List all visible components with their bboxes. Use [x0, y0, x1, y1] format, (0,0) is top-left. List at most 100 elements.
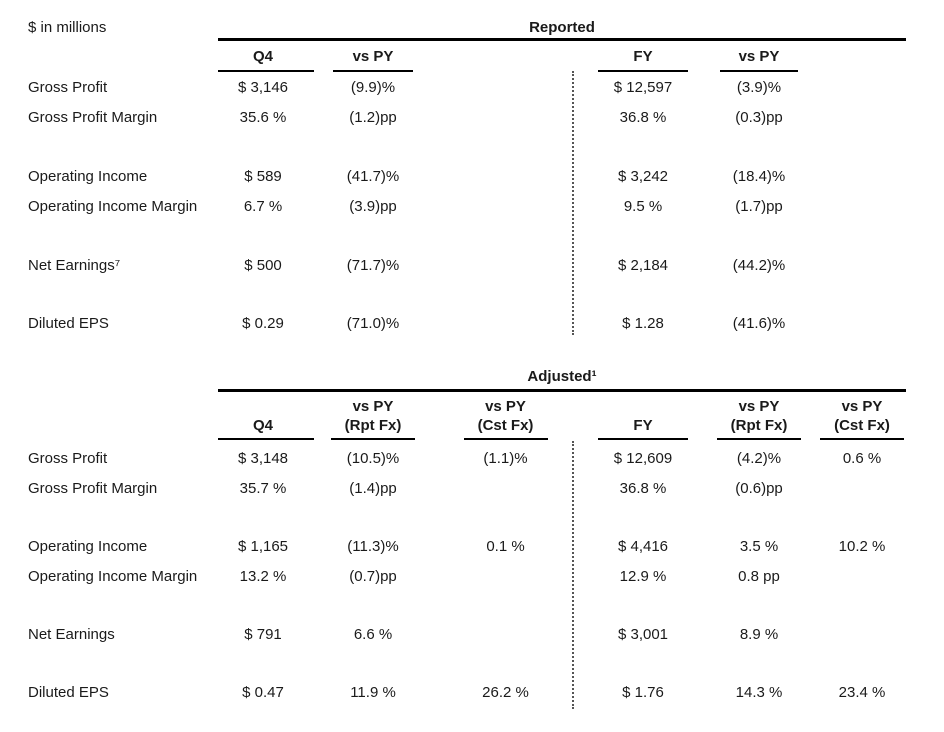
spacer-cell [573, 192, 586, 222]
header-underline [820, 438, 904, 440]
value-fy-vs-py-cst-fx [818, 620, 906, 650]
value-q4-vs-py: (1.2)pp [349, 109, 397, 126]
row-gap [0, 133, 944, 162]
header-underline [218, 70, 314, 72]
spacer-cell [573, 397, 586, 440]
table-row: Gross Profit Margin 35.7 % (1.4)pp 36.8 … [0, 474, 944, 504]
adjusted-table-body: Gross Profit $ 3,148 (10.5)% (1.1)% $ 12… [0, 444, 944, 708]
value-q4: $ 1,165 [237, 538, 289, 555]
adjusted-column-headers: Q4 vs PY (Rpt Fx) vs PY (Cst Fx) FY vs P… [0, 397, 944, 440]
spacer-cell [438, 251, 573, 281]
value-q4: $ 500 [244, 257, 282, 274]
adjusted-col-fy-vs-py-rpt-fx: vs PY (Rpt Fx) [700, 397, 818, 440]
table-row: Diluted EPS $ 0.29 (71.0)% $ 1.28 (41.6)… [0, 309, 944, 339]
spacer-cell [573, 162, 586, 192]
value-q4: $ 589 [244, 168, 282, 185]
value-fy: 9.5 % [623, 198, 663, 215]
value-fy-vs-py-rpt-fx: 3.5 % [739, 538, 779, 555]
value-q4: $ 3,146 [237, 79, 289, 96]
value-fy-vs-py-cst-fx: 0.6 % [842, 450, 882, 467]
spacer-cell [818, 73, 906, 103]
value-fy: $ 1.76 [622, 684, 664, 701]
header-underline [333, 70, 413, 72]
value-fy-vs-py-rpt-fx: (0.6)pp [735, 480, 783, 497]
spacer-cell [818, 251, 906, 281]
spacer-cell [573, 620, 586, 650]
spacer-cell [573, 251, 586, 281]
value-fy-vs-py: (3.9)% [736, 79, 782, 96]
adjusted-quarter-year-divider [572, 441, 574, 709]
value-q4: $ 0.29 [242, 315, 284, 332]
spacer-cell [438, 47, 573, 72]
row-label: Net Earnings⁷ [28, 257, 121, 274]
header-underline [717, 438, 801, 440]
value-fy-vs-py: (0.3)pp [735, 109, 783, 126]
spacer-cell [573, 73, 586, 103]
value-q4-vs-py: (71.7)% [346, 257, 400, 274]
spacer-cell [0, 397, 218, 440]
value-q4: $ 3,148 [237, 450, 289, 467]
value-q4-vs-py-rpt-fx: (10.5)% [346, 450, 400, 467]
row-label: Gross Profit [28, 79, 108, 96]
spacer-cell [818, 309, 906, 339]
value-q4: 6.7 % [243, 198, 283, 215]
value-fy-vs-py: (18.4)% [732, 168, 786, 185]
value-fy: 36.8 % [619, 109, 667, 126]
value-q4-vs-py-rpt-fx: 6.6 % [353, 626, 393, 643]
table-row: Operating Income $ 1,165 (11.3)% 0.1 % $… [0, 532, 944, 562]
reported-column-headers: Q4 vs PY FY vs PY [0, 47, 944, 72]
value-fy: $ 1.28 [622, 315, 664, 332]
value-fy-vs-py-rpt-fx: 14.3 % [735, 684, 783, 701]
table-row: Diluted EPS $ 0.47 11.9 % 26.2 % $ 1.76 … [0, 678, 944, 708]
value-q4: 35.6 % [239, 109, 287, 126]
table-row: Gross Profit $ 3,148 (10.5)% (1.1)% $ 12… [0, 444, 944, 474]
value-q4-vs-py-rpt-fx: (11.3)% [347, 538, 399, 555]
spacer-cell [573, 678, 586, 708]
table-row: Operating Income Margin 6.7 % (3.9)pp 9.… [0, 192, 944, 222]
value-q4-vs-py-cst-fx [438, 474, 573, 504]
value-fy: $ 2,184 [617, 257, 669, 274]
value-q4-vs-py-rpt-fx: 11.9 % [350, 684, 396, 701]
value-q4-vs-py: (71.0)% [346, 315, 400, 332]
reported-quarter-year-divider [572, 71, 574, 335]
value-q4-vs-py-cst-fx: 26.2 % [482, 684, 529, 701]
spacer-cell [438, 309, 573, 339]
table-row: Gross Profit $ 3,146 (9.9)% $ 12,597 (3.… [0, 73, 944, 103]
value-fy: $ 12,609 [613, 450, 673, 467]
value-q4-vs-py-cst-fx: 0.1 % [486, 538, 525, 555]
value-q4: 35.7 % [239, 480, 287, 497]
spacer-cell [573, 562, 586, 592]
table-row: Gross Profit Margin 35.6 % (1.2)pp 36.8 … [0, 103, 944, 133]
adjusted-col-fy-vs-py-cst-fx: vs PY (Cst Fx) [818, 397, 906, 440]
value-fy-vs-py-cst-fx [818, 562, 906, 592]
value-fy-vs-py-cst-fx: 23.4 % [838, 684, 886, 701]
reported-col-fy: FY [586, 47, 700, 72]
table-row: Net Earnings $ 791 6.6 % $ 3,001 8.9 % [0, 620, 944, 650]
value-q4-vs-py: (41.7)% [346, 168, 400, 185]
row-label: Operating Income Margin [28, 568, 198, 585]
spacer-cell [573, 474, 586, 504]
spacer-cell [818, 47, 906, 72]
spacer-cell [438, 103, 573, 133]
value-fy: 36.8 % [619, 480, 667, 497]
row-gap [0, 281, 944, 309]
row-label: Diluted EPS [28, 684, 109, 701]
adjusted-col-q4: Q4 [218, 397, 314, 440]
row-label: Diluted EPS [28, 315, 109, 332]
value-q4-vs-py-rpt-fx: (1.4)pp [349, 480, 397, 497]
row-label: Net Earnings [28, 626, 115, 643]
value-q4-vs-py: (9.9)% [350, 79, 396, 96]
value-fy: 12.9 % [619, 568, 667, 585]
header-underline [720, 70, 798, 72]
spacer-cell [573, 444, 586, 474]
value-q4: $ 0.47 [242, 684, 284, 701]
value-fy: $ 4,416 [617, 538, 669, 555]
row-gap [0, 650, 944, 678]
reported-section-title: Reported [529, 19, 595, 36]
row-label: Gross Profit [28, 450, 108, 467]
reported-col-fy-vs-py: vs PY [700, 47, 818, 72]
table-row: Operating Income Margin 13.2 % (0.7)pp 1… [0, 562, 944, 592]
spacer-cell [573, 309, 586, 339]
header-underline [598, 70, 688, 72]
